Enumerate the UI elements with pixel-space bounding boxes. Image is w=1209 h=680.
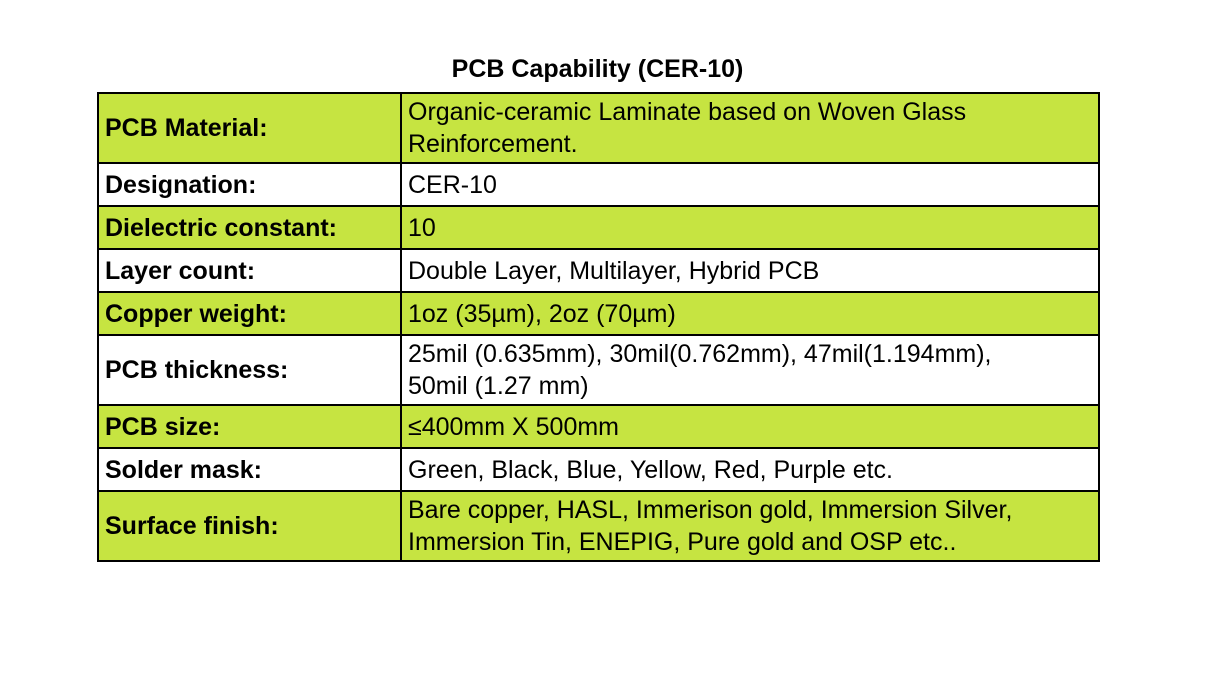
row-value-solder-mask: Green, Black, Blue, Yellow, Red, Purple …: [400, 447, 1100, 492]
table-row: Copper weight: 1oz (35µm), 2oz (70µm): [97, 291, 1100, 336]
row-label-solder-mask: Solder mask:: [97, 447, 402, 492]
row-label-dielectric-constant: Dielectric constant:: [97, 205, 402, 250]
table-row: Designation: CER-10: [97, 162, 1100, 207]
page-title: PCB Capability (CER-10): [451, 55, 744, 83]
table-row: PCB size: ≤400mm X 500mm: [97, 404, 1100, 449]
row-value-pcb-thickness: 25mil (0.635mm), 30mil(0.762mm), 47mil(1…: [400, 334, 1100, 406]
row-label-pcb-thickness: PCB thickness:: [97, 334, 402, 406]
row-value-surface-finish: Bare copper, HASL, Immerison gold, Immer…: [400, 490, 1100, 562]
row-label-pcb-material: PCB Material:: [97, 92, 402, 164]
table-row: Layer count: Double Layer, Multilayer, H…: [97, 248, 1100, 293]
row-label-surface-finish: Surface finish:: [97, 490, 402, 562]
row-value-copper-weight: 1oz (35µm), 2oz (70µm): [400, 291, 1100, 336]
pcb-capability-table: PCB Material: Organic-ceramic Laminate b…: [97, 92, 1100, 562]
row-value-dielectric-constant: 10: [400, 205, 1100, 250]
table-row: Surface finish: Bare copper, HASL, Immer…: [97, 490, 1100, 562]
table-row: PCB Material: Organic-ceramic Laminate b…: [97, 92, 1100, 164]
row-value-pcb-size: ≤400mm X 500mm: [400, 404, 1100, 449]
row-label-pcb-size: PCB size:: [97, 404, 402, 449]
table-row: Dielectric constant: 10: [97, 205, 1100, 250]
row-value-layer-count: Double Layer, Multilayer, Hybrid PCB: [400, 248, 1100, 293]
row-value-pcb-material: Organic-ceramic Laminate based on Woven …: [400, 92, 1100, 164]
row-label-copper-weight: Copper weight:: [97, 291, 402, 336]
row-label-designation: Designation:: [97, 162, 402, 207]
row-label-layer-count: Layer count:: [97, 248, 402, 293]
table-row: PCB thickness: 25mil (0.635mm), 30mil(0.…: [97, 334, 1100, 406]
row-value-designation: CER-10: [400, 162, 1100, 207]
table-row: Solder mask: Green, Black, Blue, Yellow,…: [97, 447, 1100, 492]
